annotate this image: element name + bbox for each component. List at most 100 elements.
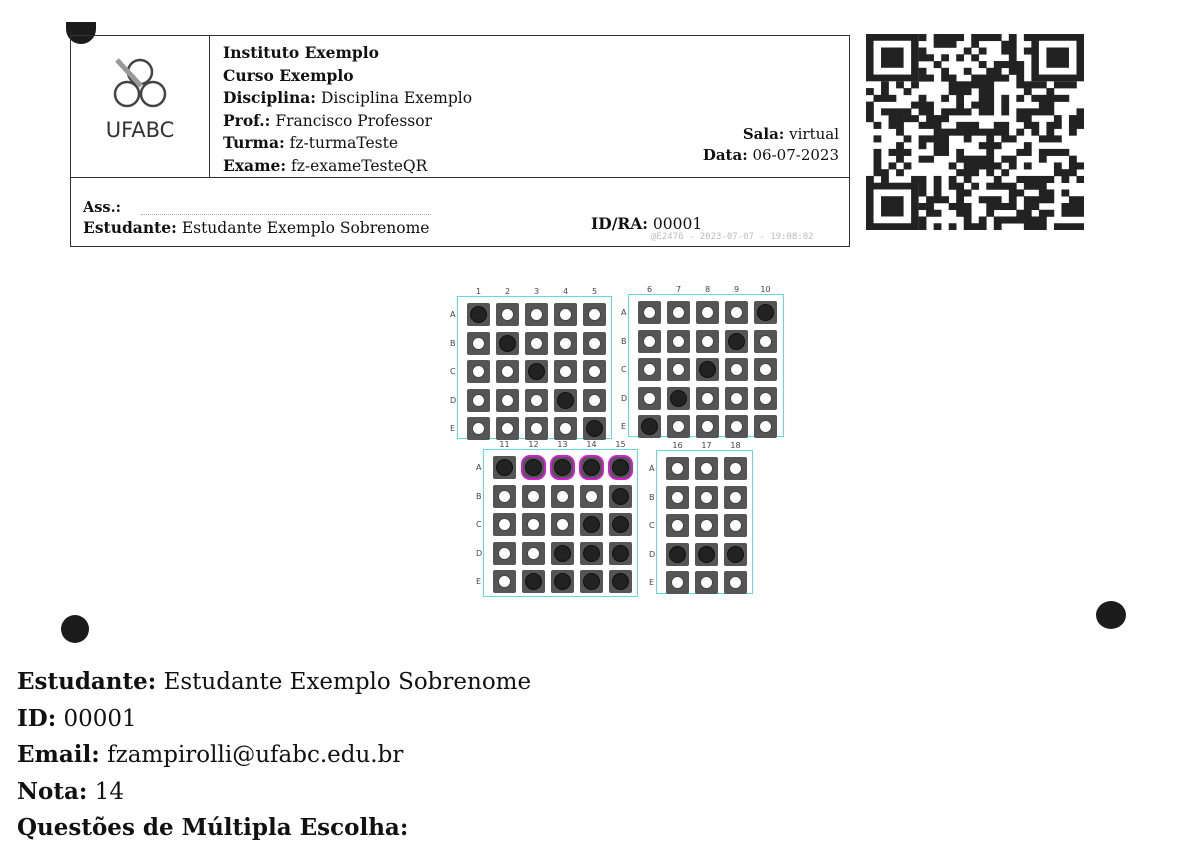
option-letter: C [649, 521, 655, 530]
answer-bubble [496, 303, 519, 326]
answer-bubble [522, 513, 545, 536]
answer-bubble [695, 485, 718, 509]
filled-mark [612, 516, 629, 533]
empty-mark [671, 490, 684, 504]
answer-bubble [695, 542, 718, 566]
grading-summary: Estudante: Estudante Exemplo Sobrenome I… [17, 664, 531, 847]
empty-mark [700, 490, 713, 504]
question-number: 4 [562, 287, 569, 296]
empty-mark [527, 546, 540, 560]
answer-bubble [696, 301, 719, 324]
empty-mark [559, 336, 572, 350]
empty-mark [730, 420, 743, 433]
empty-mark [671, 576, 684, 589]
option-letter: E [476, 577, 482, 586]
answer-bubble [522, 484, 545, 508]
answer-bubble [696, 329, 719, 353]
filled-mark [612, 544, 629, 562]
answer-bubble [579, 455, 604, 480]
empty-mark [501, 393, 514, 407]
ufabc-logo-icon [113, 58, 167, 108]
answer-bubble [580, 541, 603, 565]
answer-bubble [493, 484, 516, 508]
option-letter: B [450, 338, 456, 348]
option-letter: E [649, 578, 655, 587]
empty-mark [472, 393, 485, 407]
empty-mark [472, 422, 485, 435]
answer-bubble [638, 386, 661, 410]
answer-bubble [724, 542, 747, 566]
question-number: 10 [760, 285, 771, 294]
answer-bubble [493, 456, 516, 479]
option-letter: C [450, 367, 456, 376]
room-value: virtual [789, 125, 839, 143]
answer-bubble [666, 457, 689, 480]
empty-mark [643, 391, 656, 405]
answer-bubble [493, 513, 516, 536]
summary-grade-label: Nota: [17, 777, 88, 805]
question-number: 1 [475, 287, 482, 296]
question-number: 5 [591, 287, 598, 296]
answer-bubble [666, 514, 689, 537]
empty-mark [643, 306, 656, 319]
empty-mark [672, 420, 685, 433]
empty-mark [588, 393, 601, 407]
empty-mark [498, 518, 511, 531]
answer-bubble [667, 386, 690, 410]
answer-bubble [583, 360, 606, 383]
answer-bubble [525, 331, 548, 355]
answer-bubble [493, 570, 516, 593]
answer-bubble [667, 301, 690, 324]
answer-bubble [522, 541, 545, 565]
option-letter: E [621, 422, 627, 431]
fiducial-mark-bottom-right [1096, 601, 1126, 629]
answer-bubble [754, 358, 777, 381]
empty-mark [556, 518, 569, 531]
option-letter: C [476, 520, 482, 529]
filled-mark [525, 573, 542, 590]
answer-bubble [696, 358, 719, 381]
empty-mark [501, 422, 514, 435]
option-letter: A [450, 310, 456, 319]
empty-mark [559, 308, 572, 321]
empty-mark [730, 363, 743, 376]
filled-mark [641, 418, 658, 435]
question-number: 15 [615, 440, 626, 449]
empty-mark [472, 336, 485, 350]
empty-mark [729, 576, 742, 589]
filled-mark [612, 459, 629, 476]
empty-mark [759, 363, 772, 376]
date-label: Data: [702, 146, 748, 164]
option-letter: D [476, 548, 483, 558]
answer-bubble [666, 485, 689, 509]
logo-text: UFABC [105, 118, 175, 142]
filled-mark [583, 573, 600, 590]
answer-bubble [666, 542, 689, 566]
summary-id-value: 00001 [63, 705, 137, 732]
empty-mark [643, 334, 656, 348]
qr-code-icon [866, 34, 1084, 230]
empty-mark [501, 365, 514, 378]
answer-bubble [609, 541, 632, 565]
answer-bubble [580, 513, 603, 536]
header-id: ID/RA: 00001 [591, 214, 702, 233]
filled-mark [698, 545, 715, 563]
empty-mark [498, 489, 511, 503]
answer-bubble [551, 513, 574, 536]
exam-value: fz-exameTesteQR [291, 156, 428, 175]
fiducial-mark-top-left [66, 22, 96, 44]
empty-mark [700, 576, 713, 589]
empty-mark [730, 391, 743, 405]
option-letter: A [476, 463, 482, 472]
answer-bubble [638, 329, 661, 353]
empty-mark [759, 334, 772, 348]
answer-bubble [467, 303, 490, 326]
empty-mark [588, 336, 601, 350]
question-number: 9 [733, 285, 740, 294]
empty-mark [759, 391, 772, 405]
filled-mark [583, 459, 600, 476]
answer-bubble [583, 331, 606, 355]
answer-bubble [725, 301, 748, 324]
filled-mark [612, 573, 629, 590]
empty-mark [672, 334, 685, 348]
